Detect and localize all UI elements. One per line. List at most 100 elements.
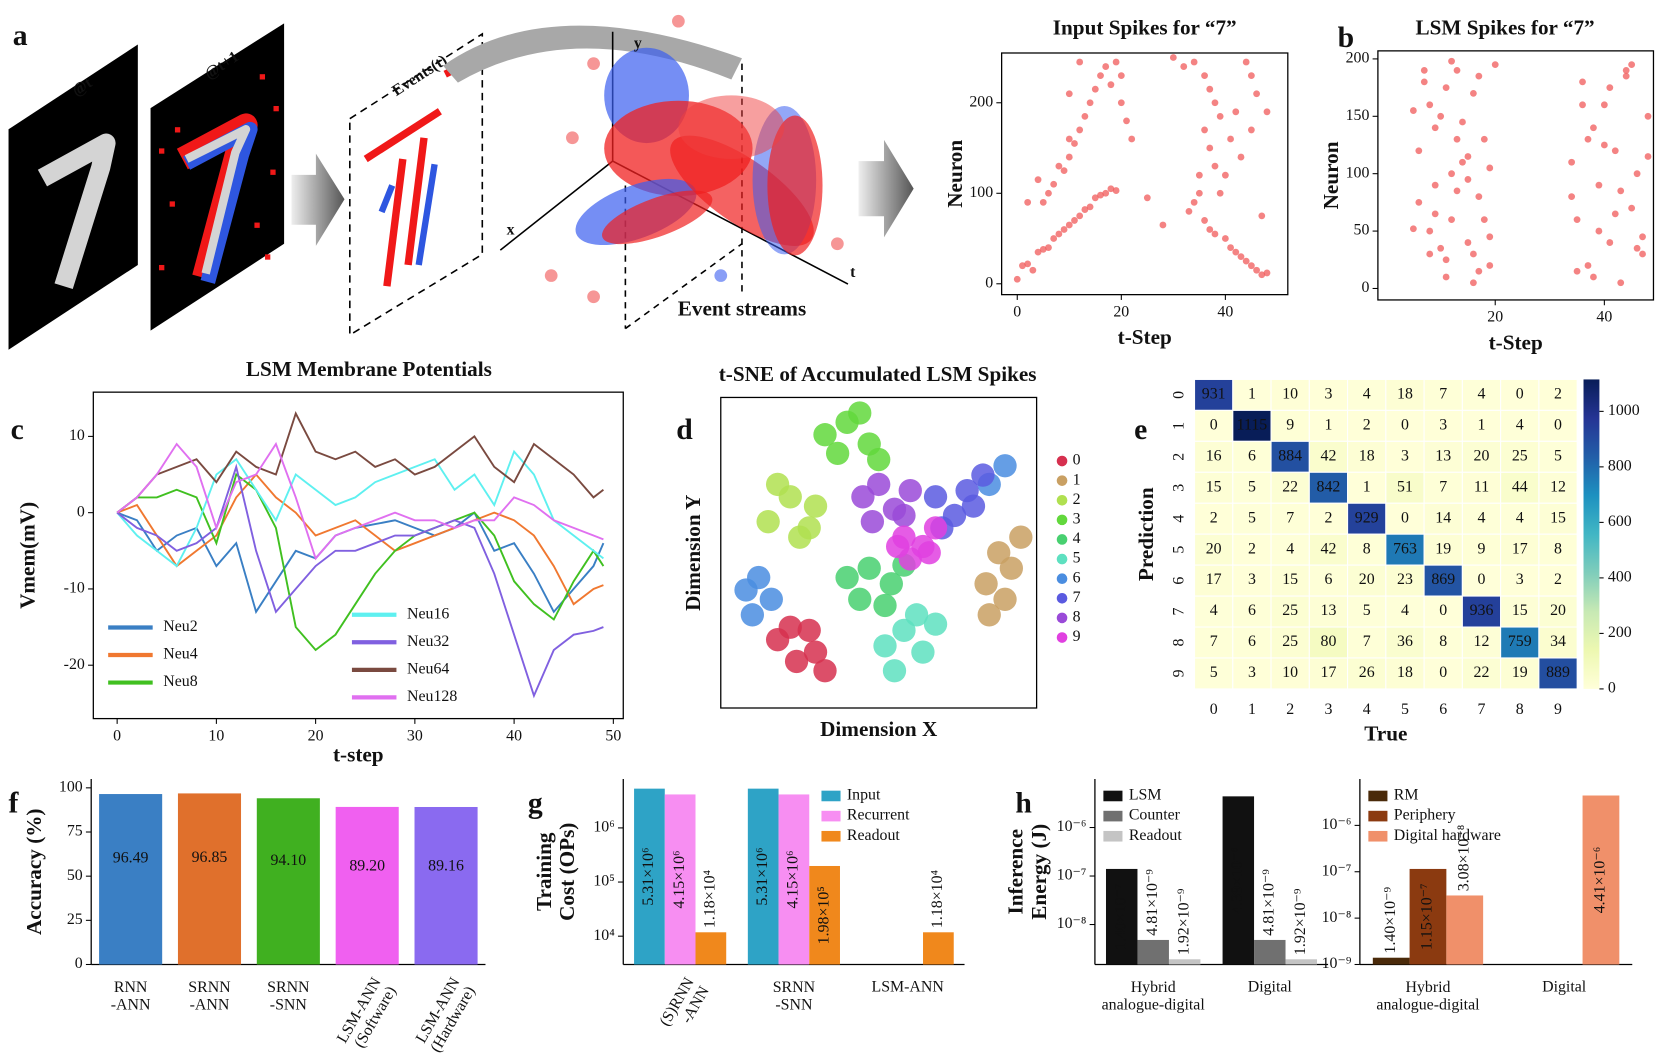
spike [1568,193,1576,201]
point [851,485,875,509]
digit-seven [184,125,251,275]
spike [1470,250,1477,258]
spike [1097,72,1104,80]
spike [1253,90,1260,98]
spike [1470,89,1477,97]
spike [1050,180,1058,188]
events-blue [378,163,438,266]
cell-label: 19 [1435,540,1451,557]
curved-arrow [443,25,742,83]
spike [1190,58,1198,66]
cell-label: 17 [1512,540,1528,557]
point [835,565,859,590]
cell [1270,440,1310,473]
legend-label: 4 [1073,530,1081,547]
legend-swatch [1103,830,1123,842]
cell-label: 9 [1478,540,1486,557]
x-tick-label: 1 [1248,701,1256,718]
spike [1060,167,1068,175]
text-line: analogue-digital [1376,996,1480,1013]
cell [1308,657,1349,690]
spike [1415,147,1423,155]
bar [177,793,242,965]
cell-label: 2 [1554,386,1562,403]
cell-label: 0 [1210,417,1218,434]
spike [1081,112,1089,120]
spike [1453,135,1461,143]
cell [1385,657,1425,690]
legend-swatch [1368,790,1388,802]
text-line: Hybrid [1405,978,1450,995]
y-tick-label: 1 [1170,422,1187,430]
value-label: 4.39×10⁻⁶ [1229,847,1246,914]
spike [1091,194,1099,202]
cell-label: 2 [1363,417,1371,434]
text-line: -SNN [775,996,813,1013]
plot-frame [1001,52,1289,296]
y-tick-label: -20 [64,656,85,673]
point [857,556,881,580]
spike [1045,189,1052,197]
spike [1464,239,1472,246]
cell [1308,471,1349,504]
cell-label: 19 [1512,664,1528,681]
spike [1247,262,1255,270]
cell-label: 17 [1206,571,1222,588]
panel-label: h [1015,787,1032,819]
cell-label: 18 [1359,447,1375,464]
spike [1169,54,1177,61]
spike [1034,248,1042,256]
plot-frame [1377,50,1655,301]
legend-label: Periphery [1394,807,1456,824]
cell-label: 7 [1286,509,1294,526]
x-axis-label: t-Step [1118,325,1172,349]
point [971,463,995,487]
point [747,565,771,590]
cell [1347,471,1387,504]
legend-swatch [1056,475,1068,486]
spike [1065,135,1073,143]
cell-label: 4 [1478,509,1486,526]
label-y: y [634,35,642,52]
series-line [116,511,605,615]
point [788,525,812,549]
spike [1415,198,1423,206]
series-line [116,411,604,514]
point [987,541,1011,565]
cell [1270,595,1310,628]
spike [1573,216,1581,223]
x-axis-label: Dimension X [820,717,938,741]
spike [1442,273,1450,281]
y-tick-label: 200 [969,93,993,110]
cell [1194,471,1234,504]
point [867,472,891,497]
y-tick-label: 100 [59,778,83,795]
text-line: SRNN [267,978,310,995]
x-tick-label: 30 [407,727,423,744]
chart-title: t-SNE of Accumulated LSM Spikes [719,362,1037,386]
value-label: 3.08×10⁻⁸ [1455,825,1472,892]
y-tick-label: 3 [1170,484,1187,492]
spike [1633,170,1641,178]
cell [1423,378,1463,411]
y-tick-label: 10⁻⁶ [1057,818,1087,835]
point [740,603,765,627]
cell [1347,440,1387,473]
cell [1423,533,1463,566]
spike [1024,198,1032,206]
point [813,659,837,683]
value-label: 1.92×10⁻⁹ [1292,888,1309,955]
legend-swatch [821,790,841,802]
bar [809,865,840,965]
cell [1270,626,1310,659]
cell [1461,564,1502,597]
cell-label: 889 [1546,664,1570,681]
point [813,423,837,447]
spike [1247,126,1255,134]
spike [1579,101,1586,109]
cell-label: 869 [1431,571,1455,588]
legend-label: 8 [1073,609,1081,626]
value-label: 4.15×10⁶ [671,850,688,908]
spike [1437,112,1445,120]
cell-label: 8 [1554,540,1562,557]
